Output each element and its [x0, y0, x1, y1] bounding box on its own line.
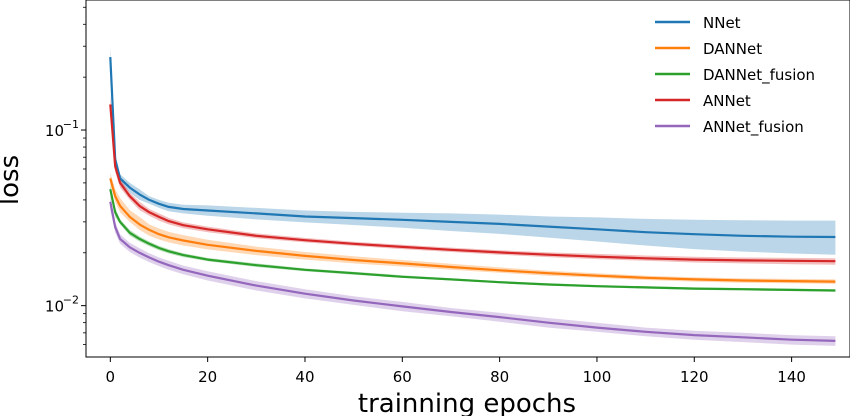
y-axis-label: loss [0, 155, 25, 205]
line-dannet-fusion [109, 188, 836, 292]
y-axis-ticks: 10−210−1 [45, 6, 86, 346]
y-tick-exponent: −2 [63, 294, 79, 307]
plot-frame [85, 0, 850, 358]
line-annet [109, 104, 836, 263]
x-tick-label: 0 [106, 368, 116, 386]
x-tick-label: 80 [490, 368, 509, 386]
x-tick-label: 120 [680, 368, 709, 386]
x-axis-label: trainning epochs [358, 389, 576, 416]
band-nnet [110, 46, 836, 255]
x-tick-label: 140 [777, 368, 806, 386]
legend-label: ANNet_fusion [703, 118, 804, 137]
y-tick-label: 10 [45, 298, 64, 316]
band-annet-fusion [110, 194, 836, 346]
legend-label: NNet [703, 14, 741, 32]
line-annet-fusion [109, 201, 836, 342]
legend: NNet DANNet DANNet_fusion ANNet ANNet_fusion [655, 14, 815, 137]
legend-label: ANNet [703, 92, 751, 110]
x-tick-label: 100 [583, 368, 612, 386]
line-nnet [109, 57, 836, 239]
legend-label: DANNet [703, 40, 762, 58]
band-dannet [110, 172, 836, 284]
x-axis-ticks: 0 20 40 60 80 100 120 140 [106, 357, 806, 386]
confidence-bands [110, 46, 836, 346]
y-tick-exponent: −1 [63, 118, 79, 131]
x-tick-label: 40 [295, 368, 314, 386]
series-lines [109, 57, 836, 342]
x-tick-label: 60 [393, 368, 412, 386]
y-tick-label: 10 [45, 122, 64, 140]
x-tick-label: 20 [198, 368, 217, 386]
legend-label: DANNet_fusion [703, 66, 815, 85]
line-dannet [109, 178, 836, 283]
